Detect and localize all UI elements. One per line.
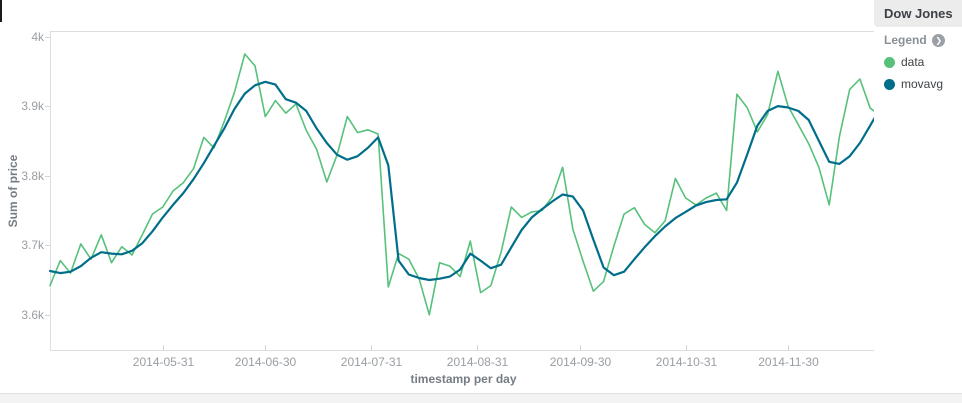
legend-toggle[interactable]: Legend ❯ bbox=[884, 33, 962, 47]
x-tick-label: 2014-11-30 bbox=[758, 355, 819, 369]
x-tick-label: 2014-05-31 bbox=[132, 355, 195, 369]
x-tick-label: 2014-07-31 bbox=[340, 355, 403, 369]
legend-color-dot bbox=[884, 78, 895, 90]
legend-color-dot bbox=[884, 56, 895, 68]
x-tick-label: 2014-06-30 bbox=[234, 355, 297, 369]
panel-bottom-divider bbox=[0, 393, 962, 403]
legend-toggle-label: Legend bbox=[884, 33, 927, 47]
legend-item-label: data bbox=[901, 55, 925, 69]
x-tick-label: 2014-08-31 bbox=[446, 355, 509, 369]
y-tick-label: 3.7k bbox=[21, 238, 44, 252]
series-line-movavg bbox=[48, 80, 879, 282]
legend-panel: Dow Jones Legend ❯ data movavg bbox=[874, 0, 962, 393]
legend-item-label: movavg bbox=[901, 77, 944, 91]
chevron-circle-right-icon[interactable]: ❯ bbox=[931, 33, 945, 47]
y-tick-label: 4k bbox=[31, 30, 44, 44]
series-line-data bbox=[49, 53, 878, 316]
legend-items: data movavg bbox=[884, 55, 962, 91]
legend-item-data[interactable]: data bbox=[884, 55, 962, 69]
legend-item-movavg[interactable]: movavg bbox=[884, 77, 962, 91]
x-tick-label: 2014-09-30 bbox=[549, 355, 612, 369]
screen-edge-artifact bbox=[0, 0, 2, 22]
panel-title: Dow Jones bbox=[874, 0, 962, 27]
x-axis-title: timestamp per day bbox=[410, 372, 517, 386]
x-tick-label: 2014-10-31 bbox=[655, 355, 718, 369]
y-tick-label: 3.8k bbox=[21, 169, 44, 183]
y-tick-label: 3.6k bbox=[21, 308, 44, 322]
y-axis-title: Sum of price bbox=[6, 154, 20, 228]
y-tick-label: 3.9k bbox=[21, 99, 44, 113]
plot-border bbox=[50, 31, 878, 351]
